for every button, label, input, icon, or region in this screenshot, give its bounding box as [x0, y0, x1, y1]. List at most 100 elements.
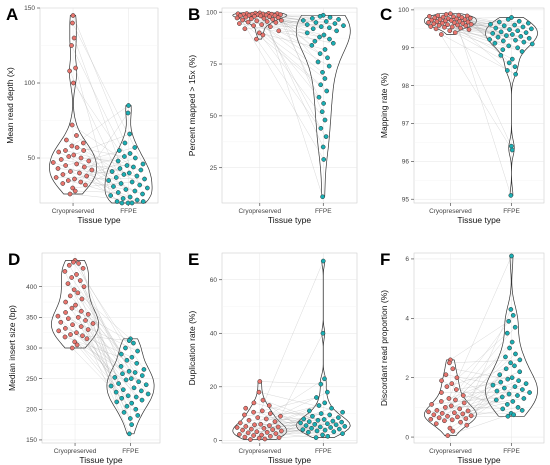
data-point	[272, 13, 278, 18]
data-point	[63, 310, 68, 315]
data-point	[275, 15, 281, 20]
data-point	[67, 191, 73, 197]
data-point	[431, 21, 437, 27]
data-point	[55, 313, 61, 319]
data-point	[426, 409, 431, 415]
data-point	[330, 40, 336, 46]
data-point	[128, 376, 134, 381]
y-tick-label: 0	[213, 438, 217, 445]
violin-ffpe	[104, 105, 153, 204]
data-point	[258, 13, 264, 19]
data-point	[463, 416, 469, 422]
data-point	[248, 426, 254, 432]
y-tick-label: 60	[210, 277, 218, 284]
data-point	[447, 360, 452, 366]
data-point	[113, 175, 119, 180]
data-point	[490, 31, 496, 36]
data-point	[333, 422, 339, 428]
data-point	[260, 397, 266, 403]
data-point	[63, 163, 68, 168]
data-point	[496, 19, 502, 25]
data-point	[56, 328, 62, 334]
data-point	[526, 35, 532, 41]
data-point	[442, 405, 448, 410]
pair-line	[256, 20, 324, 104]
data-point	[125, 393, 131, 399]
pair-line	[76, 344, 122, 399]
data-point	[446, 396, 452, 401]
data-point	[264, 19, 270, 24]
data-point	[520, 387, 525, 392]
data-point	[434, 19, 440, 24]
data-point	[454, 375, 460, 381]
data-point	[127, 194, 133, 200]
panel-b: 25 50 75 100 Cryopreserved FFPE Tissue type Per…	[187, 5, 358, 225]
data-point	[463, 23, 469, 29]
data-point	[488, 21, 493, 27]
data-point	[520, 24, 526, 30]
data-point	[507, 345, 512, 351]
data-point	[252, 422, 257, 428]
pair-line	[82, 335, 130, 341]
data-point	[122, 140, 128, 146]
data-point	[306, 419, 312, 424]
data-point	[237, 420, 243, 426]
data-point	[440, 14, 446, 20]
data-point	[267, 423, 272, 428]
data-point	[81, 164, 87, 170]
violin-cryopreserved	[51, 260, 99, 349]
data-point	[264, 429, 270, 435]
pair-line	[70, 193, 144, 202]
data-point	[127, 431, 132, 437]
data-point	[332, 21, 338, 26]
pair-line	[56, 177, 145, 180]
data-point	[450, 366, 456, 372]
data-point	[78, 324, 84, 329]
data-point	[458, 25, 463, 31]
data-point	[317, 51, 323, 56]
pair-line	[468, 29, 493, 34]
pair-line	[253, 25, 326, 121]
x-tick-label: Cryopreserved	[238, 208, 281, 215]
pair-line	[68, 133, 130, 157]
data-point	[248, 16, 254, 22]
data-point	[336, 415, 341, 420]
data-point	[460, 21, 466, 26]
data-point	[512, 324, 518, 330]
pair-line	[85, 171, 113, 186]
data-point	[259, 408, 265, 414]
data-point	[340, 409, 345, 415]
y-tick-label: 50	[28, 155, 36, 162]
data-point	[66, 154, 72, 159]
data-point	[450, 428, 456, 434]
data-point	[125, 110, 131, 116]
data-point	[458, 419, 463, 425]
data-point	[504, 33, 509, 38]
data-point	[320, 144, 326, 150]
data-point	[428, 416, 434, 422]
data-point	[133, 406, 139, 412]
pair-line	[78, 317, 131, 419]
panel-label: D	[8, 250, 20, 269]
pair-line	[266, 21, 323, 197]
pair-line	[451, 405, 503, 410]
data-point	[245, 19, 251, 25]
data-point	[455, 414, 460, 420]
data-point	[129, 422, 134, 427]
data-point	[81, 148, 87, 153]
data-point	[300, 427, 306, 432]
data-point	[464, 13, 470, 19]
plot-area	[221, 252, 358, 444]
pair-line	[76, 163, 129, 204]
data-point	[451, 14, 456, 20]
y-tick-label: 25	[210, 165, 218, 172]
data-point	[141, 367, 147, 372]
data-point	[452, 20, 457, 26]
pair-line	[62, 153, 131, 175]
data-point	[502, 385, 507, 391]
data-point	[453, 397, 458, 403]
data-point	[328, 425, 333, 430]
data-point	[321, 417, 327, 422]
data-point	[504, 68, 510, 73]
data-point	[442, 18, 448, 24]
